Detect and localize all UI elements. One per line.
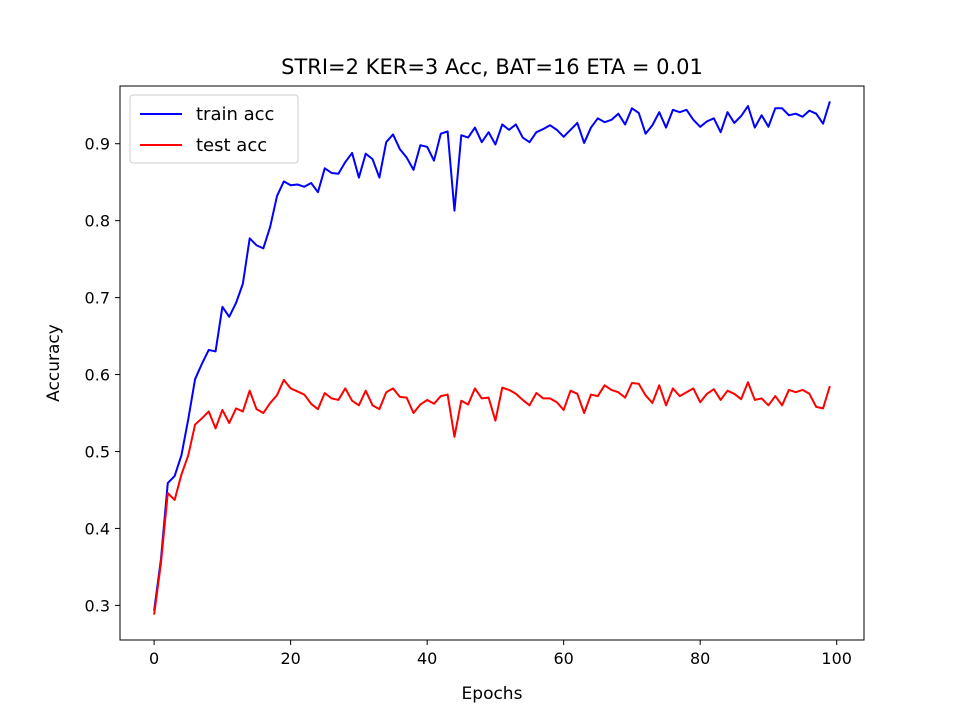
y-tick-label: 0.6 [85, 366, 110, 385]
legend-label-train-acc: train acc [196, 104, 274, 125]
x-tick-label: 0 [149, 649, 159, 668]
y-tick-label: 0.8 [85, 212, 110, 231]
y-tick-label: 0.7 [85, 289, 110, 308]
y-tick-label: 0.5 [85, 442, 110, 461]
y-axis-label: Accuracy [44, 324, 64, 402]
x-tick-label: 20 [280, 649, 300, 668]
series-line-test-acc [153, 378, 831, 615]
x-tick-label: 100 [821, 649, 852, 668]
x-tick-label: 60 [553, 649, 573, 668]
legend: train acc test acc [129, 94, 299, 164]
x-tick-label: 80 [690, 649, 710, 668]
x-axis-label: Epochs [462, 684, 523, 704]
chart-title: STRI=2 KER=3 Acc, BAT=16 ETA = 0.01 [281, 55, 703, 79]
x-axis-ticks: 0 20 40 60 80 100 [149, 640, 852, 668]
x-tick-label: 40 [417, 649, 437, 668]
legend-label-test-acc: test acc [196, 135, 267, 156]
y-tick-label: 0.9 [85, 135, 110, 154]
series-lines [153, 101, 831, 615]
y-axis-ticks: 0.3 0.4 0.5 0.6 0.7 0.8 0.9 [85, 135, 120, 615]
y-tick-label: 0.4 [85, 519, 110, 538]
plot-area-frame [119, 85, 865, 641]
series-line-train-acc [153, 101, 831, 611]
y-tick-label: 0.3 [85, 596, 110, 615]
